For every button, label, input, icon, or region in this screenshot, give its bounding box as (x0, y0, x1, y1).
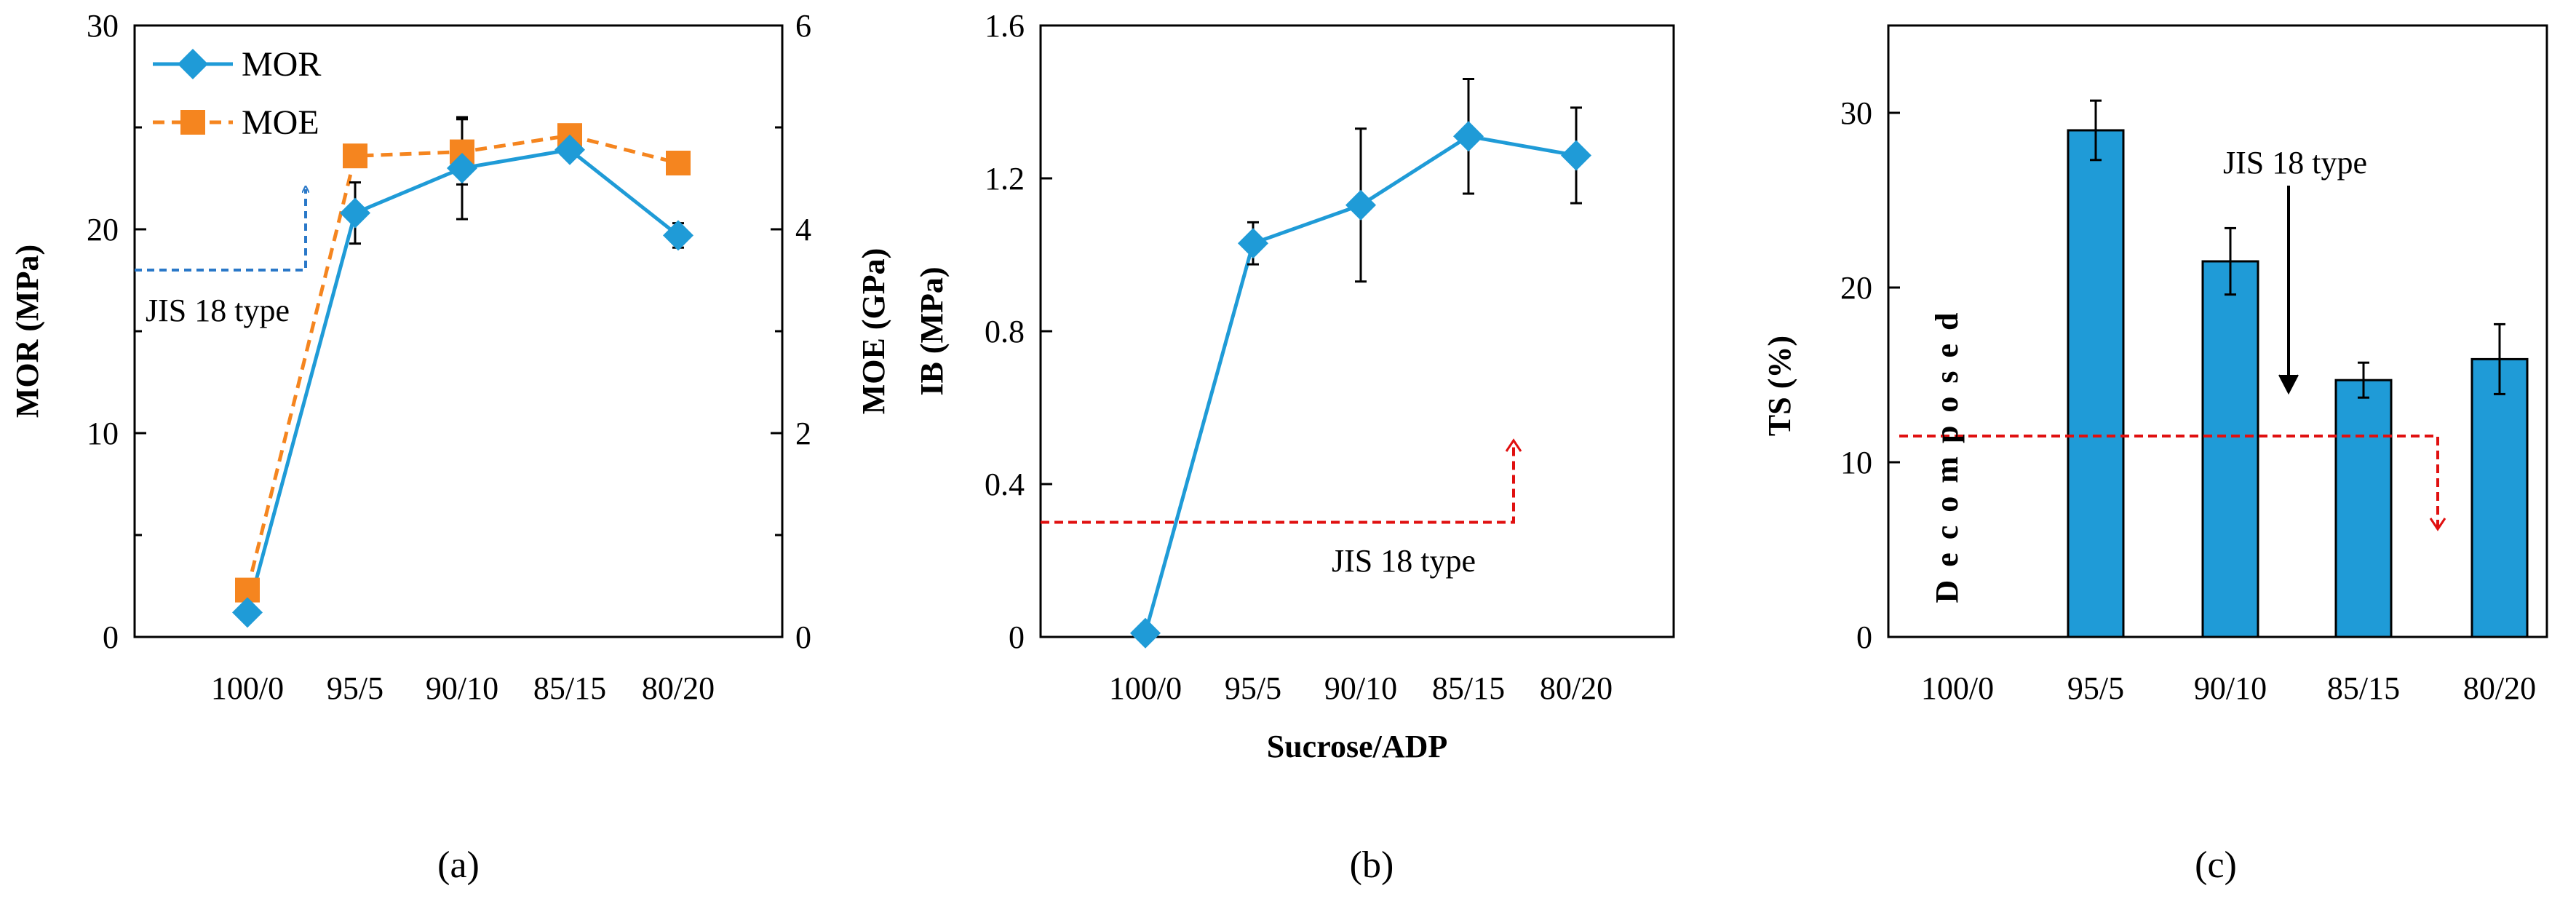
jis-threshold-line (135, 189, 306, 272)
legend-mor-marker (178, 49, 208, 79)
ts-bar (2470, 357, 2529, 638)
ytick-label: 1.6 (985, 8, 1025, 44)
jis-threshold-line (1899, 435, 2439, 528)
xtick-label: 90/10 (426, 670, 498, 706)
jis-threshold-arrowhead (1505, 438, 1522, 452)
ylabel-left-a: MOR (MPa) (9, 245, 45, 418)
decomposed-annotation: Decomposed (1929, 299, 1965, 603)
xtick-label: 85/15 (2327, 670, 2400, 706)
ts-bar (2334, 379, 2393, 638)
xtick-label: 100/0 (211, 670, 284, 706)
ytick-label: 10 (1840, 445, 1872, 480)
mor-point (232, 597, 263, 628)
mor-point (554, 134, 585, 165)
xtick-label: 95/5 (2067, 670, 2124, 706)
ylabel-right-a: MOE (GPa) (856, 248, 891, 415)
ylabel-b: IB (MPa) (914, 266, 950, 395)
xtick-label: 85/15 (1432, 670, 1505, 706)
jis-threshold-line (1041, 440, 1515, 524)
xlabel-b: Sucrose/ADP (1267, 729, 1448, 764)
ytick-label: 1.2 (985, 161, 1025, 197)
jis-threshold-arrowhead (2429, 518, 2446, 531)
ib-point (1453, 121, 1484, 152)
ib-point (1561, 140, 1591, 171)
mor-point (447, 153, 477, 183)
ytick-label: 0.8 (985, 314, 1025, 349)
xtick-label: 100/0 (1109, 670, 1182, 706)
ytick-left-label: 10 (87, 416, 119, 451)
xtick-label: 90/10 (1324, 670, 1397, 706)
ytick-left-label: 20 (87, 212, 119, 247)
ylabel-c: TS (%) (1762, 336, 1797, 436)
xtick-label: 95/5 (327, 670, 383, 706)
xtick-label: 95/5 (1225, 670, 1281, 706)
xtick-label: 85/15 (533, 670, 606, 706)
panel-a: 0 10 20 30 0 2 4 6 100/0 95/5 90/10 85/15 80/20 MO… (9, 8, 891, 886)
panel-label-c: (c) (2195, 844, 2237, 886)
ytick-left-label: 0 (103, 619, 119, 655)
ytick-label: 20 (1840, 270, 1872, 306)
mor-point (340, 197, 370, 229)
xtick-label: 80/20 (2463, 670, 2536, 706)
jis-threshold-label: JIS 18 type (146, 293, 290, 328)
moe-point (666, 151, 691, 175)
panel-label-b: (b) (1350, 844, 1394, 886)
legend-moe-label: MOE (242, 103, 319, 142)
panel-b: 0 0.4 0.8 1.2 1.6 100/0 95/5 90/10 85/15 80/20 I… (914, 8, 1675, 886)
ib-point (1130, 617, 1161, 649)
xtick-label: 80/20 (1540, 670, 1613, 706)
ytick-right-label: 4 (795, 212, 811, 247)
xtick-label: 100/0 (1921, 670, 1994, 706)
mor-point (663, 220, 693, 251)
ytick-label: 0 (1009, 619, 1025, 655)
ytick-label: 30 (1840, 95, 1872, 131)
xtick-label: 80/20 (642, 670, 715, 706)
ytick-right-label: 2 (795, 416, 811, 451)
ib-point (1345, 189, 1376, 221)
ytick-left-label: 30 (87, 8, 119, 44)
ib-point (1238, 228, 1268, 259)
legend-moe-marker (180, 110, 205, 135)
jis-pointer-arrowhead (2278, 374, 2299, 395)
jis-threshold-label: JIS 18 type (2223, 145, 2367, 181)
ts-bar (2067, 129, 2125, 638)
jis-threshold-label: JIS 18 type (1332, 543, 1476, 579)
xtick-label: 90/10 (2194, 670, 2267, 706)
moe-point (343, 143, 367, 169)
ytick-label: 0 (1856, 619, 1872, 655)
ts-bar (2201, 260, 2259, 638)
ytick-label: 0.4 (985, 467, 1025, 502)
panel-label-a: (a) (437, 844, 480, 886)
ytick-right-label: 0 (795, 619, 811, 655)
legend-mor-label: MOR (242, 45, 321, 84)
ytick-right-label: 6 (795, 8, 811, 44)
